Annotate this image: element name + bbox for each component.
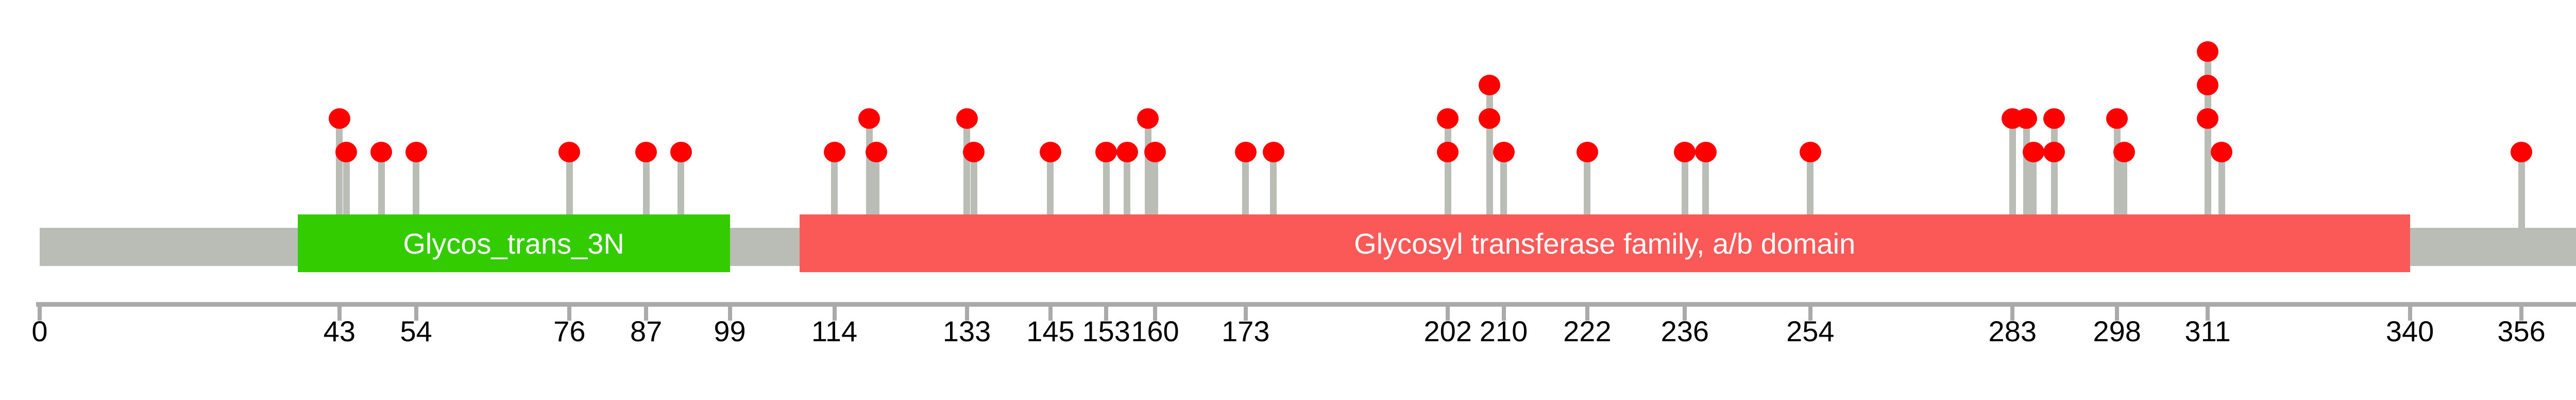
domain-box: Glycosyl transferase family, a/b domain — [799, 214, 2410, 272]
axis-tick-label: 283 — [1988, 315, 2037, 347]
axis-tick-label: 133 — [942, 315, 991, 347]
mutation-circle — [370, 142, 393, 162]
mutation-circle — [865, 142, 887, 162]
mutation-circle — [1262, 142, 1284, 162]
domain-box: Glycos_trans_3N — [297, 214, 730, 272]
mutation-circle — [2106, 108, 2128, 129]
axis-tick — [1683, 302, 1687, 321]
axis-tick-label: 254 — [1786, 315, 1835, 347]
axis-tick-label: 236 — [1660, 315, 1709, 347]
axis-tick-label: 54 — [400, 315, 432, 347]
lollipop-stick — [2204, 52, 2211, 259]
axis-tick — [2010, 302, 2015, 321]
axis-tick-label: 153 — [1082, 315, 1130, 347]
mutation-circle — [858, 108, 880, 129]
mutation-circle — [2113, 142, 2135, 162]
domain-label: Glycos_trans_3N — [403, 227, 624, 260]
axis-tick — [832, 302, 837, 321]
axis-tick-label: 356 — [2497, 315, 2546, 347]
mutation-circle — [2022, 142, 2044, 162]
axis-tick — [727, 302, 732, 321]
axis-tick-label: 114 — [811, 315, 858, 347]
mutation-circle — [2211, 142, 2233, 162]
mutation-circle — [823, 142, 845, 162]
axis-tick — [1153, 302, 1157, 321]
mutation-circle — [2043, 142, 2065, 162]
mutation-circle — [1479, 75, 1501, 95]
mutation-circle — [2197, 75, 2219, 95]
axis-tick-label: 340 — [2385, 315, 2434, 347]
mutation-circle — [1437, 142, 1459, 162]
mutation-circle — [1039, 142, 1061, 162]
axis-tick — [1104, 302, 1109, 321]
axis-tick-label: 173 — [1222, 315, 1270, 347]
mutation-circle — [1137, 108, 1159, 129]
axis-tick — [2115, 302, 2120, 321]
mutation-circle — [1694, 142, 1717, 162]
mutation-circle — [1095, 142, 1117, 162]
axis-tick-label: 202 — [1423, 315, 1472, 347]
mutation-circle — [1799, 142, 1821, 162]
mutation-circle — [2043, 108, 2065, 129]
mutation-circle — [1674, 142, 1696, 162]
axis-tick — [337, 302, 342, 321]
axis-tick-label: 0 — [31, 315, 48, 347]
axis-tick-label: 298 — [2093, 315, 2141, 347]
mutation-circle — [2197, 41, 2219, 62]
axis-tick — [1243, 302, 1248, 321]
axis-tick — [1808, 302, 1812, 321]
mutation-circle — [2015, 108, 2038, 129]
axis-tick — [1446, 302, 1450, 321]
axis-tick-label: 87 — [630, 315, 663, 347]
x-axis-line — [36, 302, 2576, 307]
mutation-circle — [1234, 142, 1257, 162]
mutation-circle — [405, 142, 427, 162]
axis-tick — [2519, 302, 2524, 321]
mutation-circle — [1144, 142, 1166, 162]
axis-tick-label: 43 — [323, 315, 355, 347]
mutation-circle — [963, 142, 985, 162]
mutation-circle — [670, 142, 692, 162]
axis-tick-label: 99 — [714, 315, 746, 347]
axis-tick — [2408, 302, 2412, 321]
mutation-circle — [1116, 142, 1138, 162]
mutation-circle — [2511, 142, 2533, 162]
mutation-circle — [956, 108, 978, 129]
axis-tick — [644, 302, 649, 321]
mutation-circle — [1576, 142, 1598, 162]
axis-tick — [2206, 302, 2210, 321]
axis-tick — [964, 302, 969, 321]
mutation-circle — [1493, 142, 1515, 162]
axis-tick-label: 76 — [553, 315, 586, 347]
mutation-circle — [1479, 108, 1501, 129]
axis-tick — [414, 302, 418, 321]
axis-tick-label: 311 — [2184, 315, 2231, 347]
axis-tick-label: 222 — [1563, 315, 1612, 347]
mutation-circle — [328, 108, 350, 129]
mutation-circle — [2197, 108, 2219, 129]
mutation-circle — [1437, 108, 1459, 129]
axis-tick — [567, 302, 572, 321]
axis-tick — [1048, 302, 1053, 321]
mutation-circle — [558, 142, 581, 162]
axis-tick-label: 145 — [1026, 315, 1075, 347]
mutation-circle — [335, 142, 358, 162]
axis-tick-label: 160 — [1131, 315, 1179, 347]
axis-tick-label: 210 — [1479, 315, 1528, 347]
domain-label: Glycosyl transferase family, a/b domain — [1354, 227, 1856, 260]
mutation-circle — [635, 142, 657, 162]
axis-tick — [1585, 302, 1589, 321]
axis-tick — [38, 302, 42, 321]
axis-tick — [1501, 302, 1506, 321]
